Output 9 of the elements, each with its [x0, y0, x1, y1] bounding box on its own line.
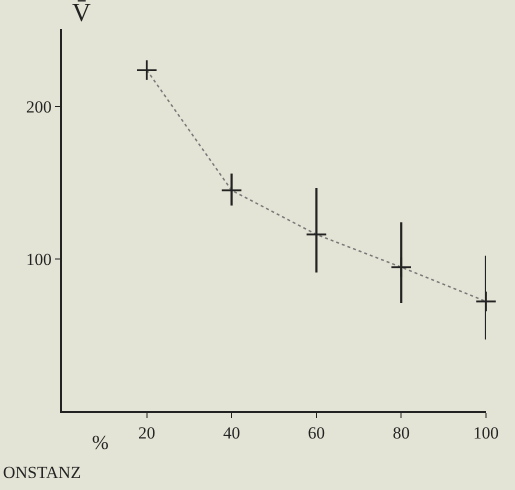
x-axis-title: % — [92, 432, 109, 454]
x-tick-label: 20 — [138, 423, 156, 442]
x-tick-label: 100 — [473, 423, 499, 442]
y-tick-label: 200 — [26, 98, 52, 117]
y-axis-title: V̄ — [72, 0, 91, 27]
text: ONSTANZ — [3, 463, 81, 482]
x-tick-label: 80 — [392, 423, 410, 442]
x-tick-label: 60 — [308, 423, 325, 442]
x-tick-label: 40 — [223, 423, 240, 442]
